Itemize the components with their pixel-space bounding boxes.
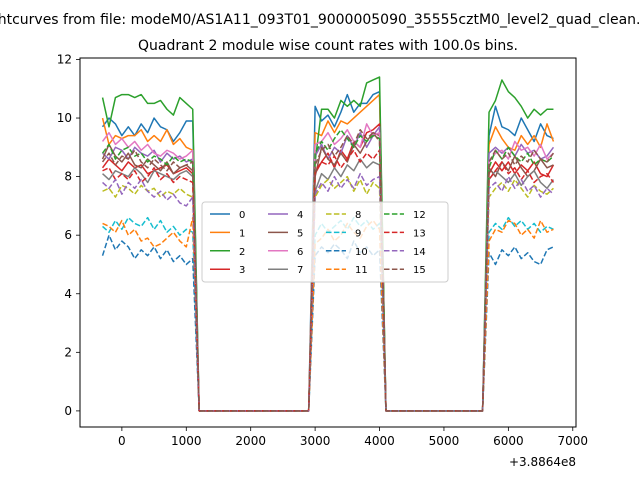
series-line-13 <box>102 149 555 412</box>
legend-label-10: 10 <box>355 247 368 258</box>
y-tick-label: 10 <box>57 111 72 125</box>
x-tick-label: 1000 <box>171 434 202 448</box>
legend-label-14: 14 <box>413 247 426 258</box>
chart-title: Quadrant 2 module wise count rates with … <box>138 38 518 54</box>
y-tick-label: 6 <box>64 228 72 242</box>
legend-label-15: 15 <box>413 265 426 276</box>
legend-box <box>201 201 449 283</box>
x-tick-label: 6000 <box>493 434 524 448</box>
x-tick-label: 2000 <box>235 434 266 448</box>
x-tick-label: 4000 <box>364 434 395 448</box>
y-tick-label: 2 <box>64 345 72 359</box>
legend-label-0: 0 <box>239 210 245 221</box>
series-line-12 <box>101 129 554 412</box>
x-tick-label: 3000 <box>300 434 331 448</box>
x-tick-label: 5000 <box>429 434 460 448</box>
figure-suptitle: Lightcurves from file: modeM0/AS1A11_093… <box>0 12 640 28</box>
legend-label-2: 2 <box>239 247 245 258</box>
y-axis-ticks: 0 2 4 6 8 10 12 <box>57 52 80 418</box>
legend-label-8: 8 <box>355 210 361 221</box>
x-tick-label: 0 <box>118 434 126 448</box>
x-axis-ticks: 0 1000 2000 3000 4000 5000 6000 7000 <box>118 427 588 448</box>
legend-label-3: 3 <box>239 265 245 276</box>
legend-label-11: 11 <box>355 265 368 276</box>
series-line-14 <box>102 172 554 412</box>
y-tick-label: 12 <box>57 52 72 66</box>
axes-frame <box>79 57 577 428</box>
legend-label-6: 6 <box>297 247 303 258</box>
series-line-15 <box>101 129 555 412</box>
legend-label-4: 4 <box>297 210 303 221</box>
legend-label-9: 9 <box>355 228 361 239</box>
y-tick-label: 0 <box>64 404 72 418</box>
legend-label-12: 12 <box>413 210 426 221</box>
legend-label-5: 5 <box>297 228 303 239</box>
legend-label-13: 13 <box>413 228 426 239</box>
legend-label-1: 1 <box>239 228 245 239</box>
y-tick-label: 8 <box>64 170 72 184</box>
y-tick-label: 4 <box>64 287 72 301</box>
legend-label-7: 7 <box>297 265 303 276</box>
x-offset-label: +3.8864e8 <box>509 455 576 469</box>
x-tick-label: 7000 <box>558 434 589 448</box>
